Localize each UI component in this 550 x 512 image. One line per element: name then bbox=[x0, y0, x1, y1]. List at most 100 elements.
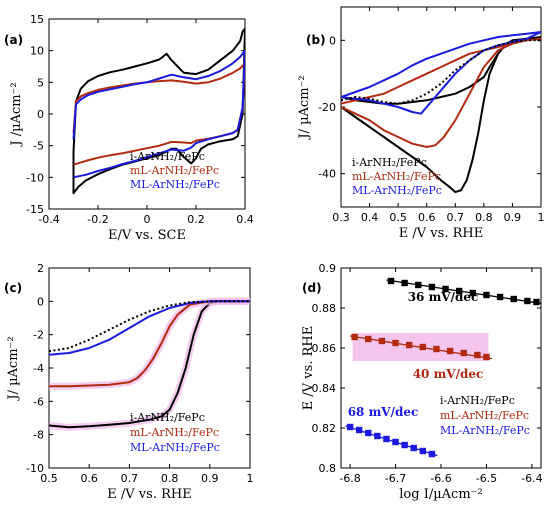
y-tick-label: 0 bbox=[37, 108, 44, 121]
series-group bbox=[49, 297, 250, 431]
series-line bbox=[72, 62, 245, 166]
x-tick-label: 1 bbox=[538, 211, 545, 224]
data-point bbox=[442, 285, 449, 293]
slope-annotation: 68 mV/dec bbox=[348, 405, 419, 419]
data-point bbox=[428, 450, 436, 458]
x-tick-label: -6.8 bbox=[339, 472, 360, 485]
y-axis-label: J/ µAcm⁻² bbox=[297, 75, 312, 140]
data-point bbox=[419, 343, 427, 351]
data-point bbox=[469, 289, 477, 297]
series-line bbox=[72, 49, 245, 179]
data-point bbox=[405, 341, 413, 349]
data-point bbox=[474, 351, 481, 359]
y-tick-label: -4 bbox=[33, 362, 44, 375]
y-tick-label: 0.84 bbox=[312, 382, 337, 395]
x-axis-label: log I/µAcm⁻² bbox=[399, 487, 482, 502]
y-axis-label: E /V vs. RHE bbox=[301, 326, 316, 410]
x-tick-label: -6.6 bbox=[430, 472, 451, 485]
y-tick-label: 0.86 bbox=[312, 342, 337, 355]
legend-entry: ML-ArNH₂/FePc bbox=[352, 184, 442, 197]
x-tick-label: 0.6 bbox=[80, 472, 98, 485]
y-tick-label: -10 bbox=[26, 171, 44, 184]
x-axis-label: E /V vs. RHE bbox=[107, 487, 191, 502]
data-point bbox=[401, 279, 408, 287]
slope-annotation: 36 mV/dec bbox=[408, 290, 479, 304]
legend-entry: mL-ArNH₂/FePc bbox=[352, 170, 441, 183]
legend-entry: i-ArNH₂/FePc bbox=[130, 150, 205, 163]
data-point bbox=[460, 349, 467, 357]
panel-label: (b) bbox=[306, 33, 326, 47]
data-point bbox=[392, 438, 399, 446]
y-tick-label: 5 bbox=[37, 76, 44, 89]
y-tick-label: -20 bbox=[318, 101, 336, 114]
data-point bbox=[378, 337, 386, 345]
panel-label: (a) bbox=[4, 33, 23, 47]
y-tick-label: 10 bbox=[30, 45, 44, 58]
legend-entry: i-ArNH₂/FePc bbox=[130, 411, 205, 424]
x-tick-label: 0.5 bbox=[389, 211, 407, 224]
x-tick-label: 0.4 bbox=[236, 213, 254, 226]
x-tick-label: -6.7 bbox=[385, 472, 406, 485]
data-point bbox=[496, 293, 504, 301]
series-group bbox=[341, 31, 541, 193]
x-tick-label: 0.8 bbox=[161, 472, 179, 485]
series-line bbox=[49, 300, 250, 353]
series-line bbox=[341, 31, 541, 115]
y-tick-label: 0 bbox=[329, 34, 336, 47]
y-axis-label: J/ µAcm⁻² bbox=[6, 336, 21, 401]
panel-2: 0.5 0.6 0.7 0.8 0.9 1 -10 -8 -6 -4 -2 0 2 E /V vs. RH… bbox=[4, 262, 254, 502]
y-tick-label: -10 bbox=[26, 462, 44, 475]
data-point bbox=[365, 429, 372, 437]
y-tick-label: -5 bbox=[33, 140, 44, 153]
data-point bbox=[410, 444, 417, 452]
y-tick-label: 2 bbox=[37, 262, 44, 275]
data-point bbox=[346, 423, 354, 431]
legend-entry: i-ArNH₂/FePc bbox=[440, 394, 515, 407]
x-axis-label: E /V vs. RHE bbox=[399, 226, 483, 241]
data-point bbox=[533, 298, 540, 306]
panel-1: 0.3 0.4 0.5 0.6 0.7 0.8 0.9 1 -40 -20 0 E /V vs. RH… bbox=[297, 6, 545, 241]
data-point bbox=[483, 291, 490, 299]
y-tick-label: -6 bbox=[33, 395, 44, 408]
data-point bbox=[510, 295, 517, 303]
data-point bbox=[483, 353, 490, 361]
y-axis-label: J /µAcm⁻² bbox=[9, 82, 24, 147]
y-tick-label: -15 bbox=[26, 203, 44, 216]
x-tick-label: 0.9 bbox=[201, 472, 219, 485]
data-point bbox=[446, 347, 454, 355]
legend-entry: mL-ArNH₂/FePc bbox=[130, 426, 219, 439]
x-tick-label: 0.3 bbox=[332, 211, 350, 224]
x-tick-label: 0.7 bbox=[447, 211, 465, 224]
data-point bbox=[433, 345, 440, 353]
data-point bbox=[355, 426, 363, 434]
panel-0: -0.4 -0.2 0 0.2 0.4 -15 -10 -5 0 5 10 15 E/V vs. SCE… bbox=[4, 13, 254, 243]
data-point bbox=[524, 297, 531, 305]
data-point bbox=[419, 447, 427, 455]
y-tick-label: -40 bbox=[318, 168, 336, 181]
x-tick-label: 0.5 bbox=[40, 472, 58, 485]
data-point bbox=[415, 281, 422, 289]
data-point bbox=[387, 277, 395, 285]
x-tick-label: 0 bbox=[144, 213, 151, 226]
legend-entry: ML-ArNH₂/FePc bbox=[130, 178, 220, 191]
y-tick-label: 0.8 bbox=[319, 462, 337, 475]
legend-entry: ML-ArNH₂/FePc bbox=[440, 424, 530, 437]
x-tick-label: -6.4 bbox=[521, 472, 542, 485]
x-tick-label: -0.2 bbox=[87, 213, 108, 226]
x-tick-label: 0.7 bbox=[121, 472, 139, 485]
data-point bbox=[383, 435, 390, 443]
y-tick-label: -2 bbox=[33, 329, 44, 342]
slope-annotation: 40 mV/dec bbox=[413, 367, 484, 381]
y-tick-label: 0.9 bbox=[319, 262, 337, 275]
panel-label: (c) bbox=[4, 281, 22, 295]
x-tick-label: -6.5 bbox=[476, 472, 497, 485]
x-tick-label: 0.9 bbox=[504, 211, 522, 224]
legend-entry: mL-ArNH₂/FePc bbox=[130, 164, 219, 177]
plot-area bbox=[340, 6, 542, 208]
series-group bbox=[72, 27, 245, 195]
panel-label: (d) bbox=[302, 281, 322, 295]
series-group bbox=[345, 277, 541, 458]
data-point bbox=[401, 441, 408, 449]
x-tick-label: 1 bbox=[247, 472, 254, 485]
